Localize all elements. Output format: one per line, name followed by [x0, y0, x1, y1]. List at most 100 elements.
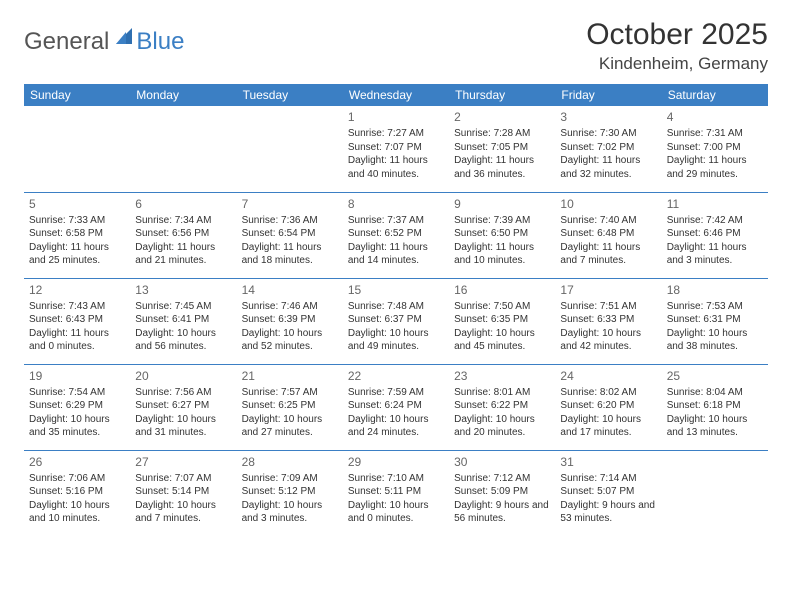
sunrise-line: Sunrise: 7:45 AM [135, 300, 231, 314]
sunrise-line: Sunrise: 8:01 AM [454, 386, 550, 400]
day-number: 25 [667, 368, 763, 384]
sunrise-line: Sunrise: 7:27 AM [348, 127, 444, 141]
day-number: 6 [135, 196, 231, 212]
calendar-day-cell: 27Sunrise: 7:07 AMSunset: 5:14 PMDayligh… [130, 450, 236, 536]
logo-text-blue: Blue [136, 28, 184, 56]
sunset-line: Sunset: 6:31 PM [667, 313, 763, 327]
calendar-table: SundayMondayTuesdayWednesdayThursdayFrid… [24, 84, 768, 536]
sunrise-line: Sunrise: 7:09 AM [242, 472, 338, 486]
sunrise-line: Sunrise: 7:14 AM [560, 472, 656, 486]
calendar-day-cell: 22 Sunrise: 7:59 AMSunset: 6:24 PMDayligh… [343, 364, 449, 450]
day-number: 4 [667, 109, 763, 125]
daylight-line: Daylight: 11 hours and 10 minutes. [454, 241, 550, 268]
sunset-line: Sunset: 6:39 PM [242, 313, 338, 327]
calendar-day-cell: 14Sunrise: 7:46 AMSunset: 6:39 PMDayligh… [237, 278, 343, 364]
day-number: 7 [242, 196, 338, 212]
sunrise-line: Sunrise: 7:53 AM [667, 300, 763, 314]
calendar-body: 1Sunrise: 7:27 AMSunset: 7:07 PMDaylight… [24, 106, 768, 536]
calendar-day-cell: 17Sunrise: 7:51 AMSunset: 6:33 PMDayligh… [555, 278, 661, 364]
day-number: 31 [560, 454, 656, 470]
daylight-line: Daylight: 11 hours and 25 minutes. [29, 241, 125, 268]
calendar-week-row: 12Sunrise: 7:43 AMSunset: 6:43 PMDayligh… [24, 278, 768, 364]
sunrise-line: Sunrise: 7:31 AM [667, 127, 763, 141]
daylight-line: Daylight: 11 hours and 21 minutes. [135, 241, 231, 268]
sunrise-line: Sunrise: 7:37 AM [348, 214, 444, 228]
calendar-day-cell: 16Sunrise: 7:50 AMSunset: 6:35 PMDayligh… [449, 278, 555, 364]
weekday-header: Monday [130, 84, 236, 106]
calendar-day-cell: 10Sunrise: 7:40 AMSunset: 6:48 PMDayligh… [555, 192, 661, 278]
day-number: 20 [135, 368, 231, 384]
weekday-header: Thursday [449, 84, 555, 106]
calendar-day-cell [130, 106, 236, 192]
daylight-line: Daylight: 11 hours and 32 minutes. [560, 154, 656, 181]
calendar-day-cell: 24Sunrise: 8:02 AMSunset: 6:20 PMDayligh… [555, 364, 661, 450]
daylight-line: Daylight: 11 hours and 18 minutes. [242, 241, 338, 268]
sunset-line: Sunset: 5:11 PM [348, 485, 444, 499]
sunset-line: Sunset: 5:07 PM [560, 485, 656, 499]
calendar-day-cell: 18Sunrise: 7:53 AMSunset: 6:31 PMDayligh… [662, 278, 768, 364]
sunset-line: Sunset: 7:00 PM [667, 141, 763, 155]
daylight-line: Daylight: 9 hours and 53 minutes. [560, 499, 656, 526]
calendar-day-cell [662, 450, 768, 536]
sunrise-line: Sunrise: 7:56 AM [135, 386, 231, 400]
calendar-day-cell: 6Sunrise: 7:34 AMSunset: 6:56 PMDaylight… [130, 192, 236, 278]
day-number: 29 [348, 454, 444, 470]
sunrise-line: Sunrise: 8:04 AM [667, 386, 763, 400]
weekday-row: SundayMondayTuesdayWednesdayThursdayFrid… [24, 84, 768, 106]
sunrise-line: Sunrise: 7:10 AM [348, 472, 444, 486]
day-number: 30 [454, 454, 550, 470]
sunset-line: Sunset: 6:22 PM [454, 399, 550, 413]
day-number: 22 [348, 368, 444, 384]
daylight-line: Daylight: 10 hours and 38 minutes. [667, 327, 763, 354]
calendar-day-cell: 29 Sunrise: 7:10 AMSunset: 5:11 PMDayligh… [343, 450, 449, 536]
daylight-line: Daylight: 11 hours and 7 minutes. [560, 241, 656, 268]
sunset-line: Sunset: 6:43 PM [29, 313, 125, 327]
calendar-day-cell: 28Sunrise: 7:09 AMSunset: 5:12 PMDayligh… [237, 450, 343, 536]
day-number: 2 [454, 109, 550, 125]
calendar-day-cell: 4 Sunrise: 7:31 AMSunset: 7:00 PMDaylight… [662, 106, 768, 192]
daylight-line: Daylight: 11 hours and 29 minutes. [667, 154, 763, 181]
calendar-day-cell: 8Sunrise: 7:37 AMSunset: 6:52 PMDaylight… [343, 192, 449, 278]
weekday-header: Tuesday [237, 84, 343, 106]
calendar-day-cell: 13Sunrise: 7:45 AMSunset: 6:41 PMDayligh… [130, 278, 236, 364]
sunset-line: Sunset: 5:14 PM [135, 485, 231, 499]
daylight-line: Daylight: 10 hours and 3 minutes. [242, 499, 338, 526]
sunset-line: Sunset: 6:24 PM [348, 399, 444, 413]
sunset-line: Sunset: 6:20 PM [560, 399, 656, 413]
title-block: October 2025 Kindenheim, Germany [586, 18, 768, 74]
sunset-line: Sunset: 7:05 PM [454, 141, 550, 155]
daylight-line: Daylight: 11 hours and 0 minutes. [29, 327, 125, 354]
sunset-line: Sunset: 6:50 PM [454, 227, 550, 241]
calendar-day-cell: 30Sunrise: 7:12 AMSunset: 5:09 PMDayligh… [449, 450, 555, 536]
daylight-line: Daylight: 10 hours and 24 minutes. [348, 413, 444, 440]
sunrise-line: Sunrise: 7:06 AM [29, 472, 125, 486]
day-number: 5 [29, 196, 125, 212]
daylight-line: Daylight: 10 hours and 0 minutes. [348, 499, 444, 526]
day-number: 19 [29, 368, 125, 384]
sunrise-line: Sunrise: 7:33 AM [29, 214, 125, 228]
daylight-line: Daylight: 10 hours and 17 minutes. [560, 413, 656, 440]
day-number: 16 [454, 282, 550, 298]
sunset-line: Sunset: 6:52 PM [348, 227, 444, 241]
sunrise-line: Sunrise: 7:42 AM [667, 214, 763, 228]
calendar-week-row: 1Sunrise: 7:27 AMSunset: 7:07 PMDaylight… [24, 106, 768, 192]
calendar-head: SundayMondayTuesdayWednesdayThursdayFrid… [24, 84, 768, 106]
day-number: 21 [242, 368, 338, 384]
calendar-day-cell: 26Sunrise: 7:06 AMSunset: 5:16 PMDayligh… [24, 450, 130, 536]
calendar-week-row: 19 Sunrise: 7:54 AMSunset: 6:29 PM Dayligh… [24, 364, 768, 450]
calendar-day-cell: 23Sunrise: 8:01 AMSunset: 6:22 PMDayligh… [449, 364, 555, 450]
day-number: 10 [560, 196, 656, 212]
sunrise-line: Sunrise: 7:46 AM [242, 300, 338, 314]
calendar-day-cell: 19Sunrise: 7:54 AMSunset: 6:29 PMDayligh… [24, 364, 130, 450]
sunset-line: Sunset: 6:27 PM [135, 399, 231, 413]
day-number: 17 [560, 282, 656, 298]
sunrise-line: Sunrise: 7:54 AM [29, 386, 125, 400]
calendar-day-cell: 2Sunrise: 7:28 AMSunset: 7:05 PMDaylight… [449, 106, 555, 192]
sunset-line: Sunset: 6:29 PM [29, 399, 125, 413]
daylight-line: Daylight: 11 hours and 36 minutes. [454, 154, 550, 181]
calendar-day-cell: 1Sunrise: 7:27 AMSunset: 7:07 PMDaylight… [343, 106, 449, 192]
logo-text-general: General [24, 28, 109, 56]
calendar-day-cell: 5Sunrise: 7:33 AMSunset: 6:58 PMDaylight… [24, 192, 130, 278]
sunset-line: Sunset: 6:54 PM [242, 227, 338, 241]
sunrise-line: Sunrise: 7:59 AM [348, 386, 444, 400]
